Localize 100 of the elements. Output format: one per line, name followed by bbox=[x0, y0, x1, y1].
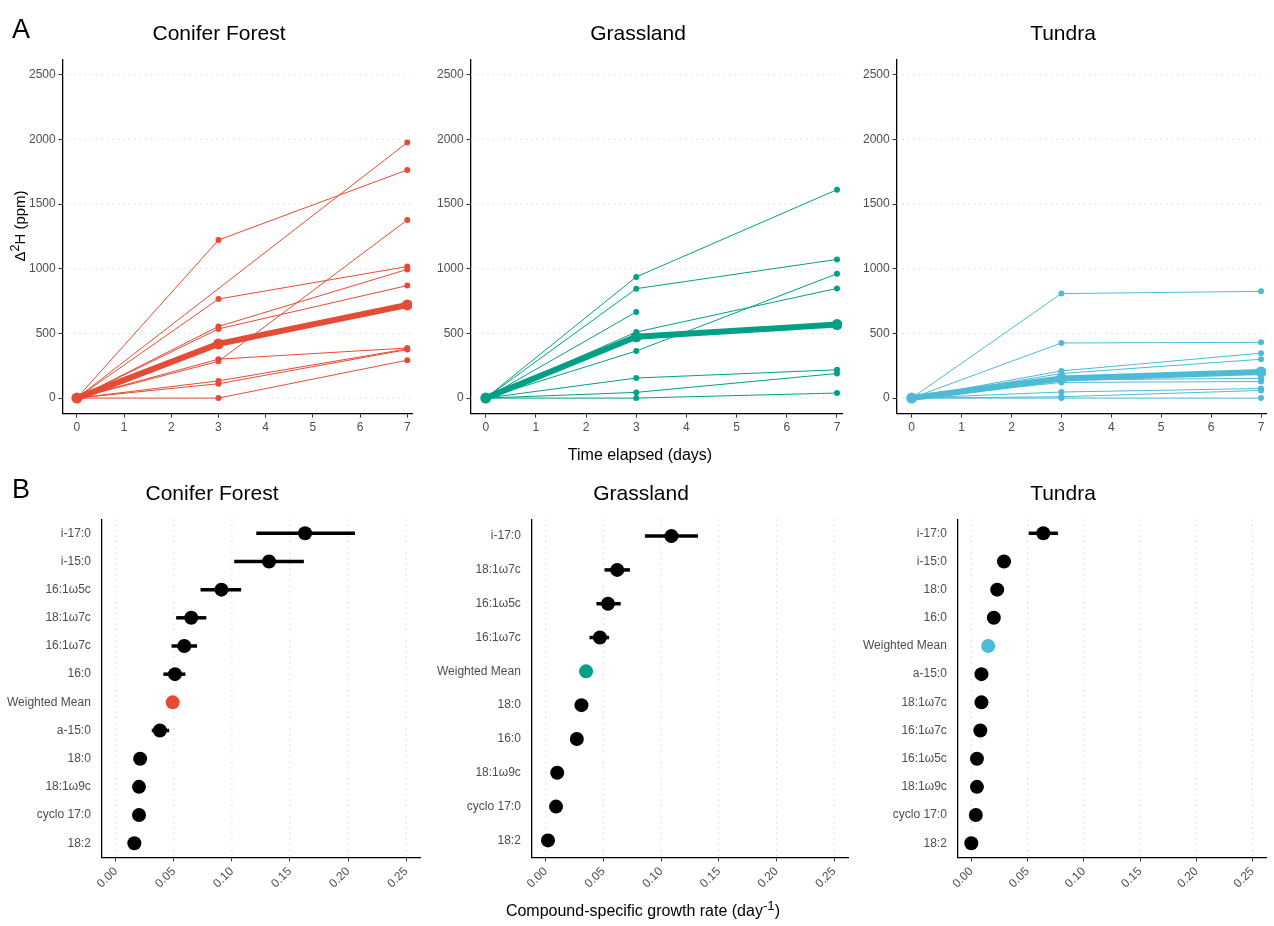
y-tick-label: 18:1ω7c bbox=[475, 562, 521, 577]
y-tick-label: i-17:0 bbox=[916, 525, 948, 540]
y-tick-label: 18:1ω9c bbox=[475, 765, 521, 780]
chart-title: Tundra bbox=[1030, 21, 1097, 45]
x-tick-label: 7 bbox=[1257, 420, 1265, 435]
chart-title: Conifer Forest bbox=[152, 21, 286, 45]
y-tick-label: 2500 bbox=[28, 67, 57, 82]
y-tick-label: 16:1ω7c bbox=[45, 638, 91, 653]
x-axis-title: Compound-specific growth rate (day$^{-1}$) bbox=[504, 897, 782, 920]
y-tick-label: 18:2 bbox=[497, 832, 522, 847]
y-tick-label: a-15:0 bbox=[56, 722, 92, 737]
y-tick-label: cyclo 17:0 bbox=[892, 807, 948, 822]
x-tick-label: 0.25 bbox=[1230, 863, 1258, 891]
x-tick-label: 4 bbox=[683, 420, 691, 435]
x-tick-label: 7 bbox=[403, 420, 411, 435]
y-tick-label: 500 bbox=[869, 325, 891, 340]
chart-title: Tundra bbox=[1030, 481, 1097, 505]
x-tick-label: 4 bbox=[1107, 420, 1115, 435]
y-tick-label: 16:1ω7c bbox=[901, 722, 947, 737]
chart-title: Conifer Forest bbox=[145, 481, 279, 505]
x-tick-label: 6 bbox=[783, 420, 791, 435]
y-tick-label: 1000 bbox=[28, 261, 57, 276]
x-tick-label: 2 bbox=[582, 420, 590, 435]
x-tick-label: 0.20 bbox=[1174, 863, 1201, 891]
x-tick-label: 5 bbox=[309, 420, 317, 435]
y-tick-label: 16:0 bbox=[67, 666, 92, 681]
x-tick-label: 3 bbox=[632, 420, 640, 435]
y-tick-label: 18:1ω7c bbox=[901, 694, 947, 709]
y-tick-label: 2000 bbox=[862, 131, 891, 146]
x-tick-label: 0.15 bbox=[1118, 863, 1145, 891]
x-tick-label: 6 bbox=[1207, 420, 1215, 435]
y-tick-label: 18:1ω7c bbox=[45, 610, 91, 625]
y-tick-label: Weighted Mean bbox=[436, 663, 521, 678]
y-tick-label: cyclo 17:0 bbox=[36, 807, 92, 822]
x-tick-label: 0.05 bbox=[151, 863, 179, 891]
x-tick-label: 0.10 bbox=[639, 863, 666, 891]
y-tick-label: i-17:0 bbox=[490, 528, 522, 543]
x-tick-label: 2 bbox=[1008, 420, 1016, 435]
y-tick-label: 16:0 bbox=[923, 610, 948, 625]
x-tick-label: 0.00 bbox=[523, 863, 551, 891]
y-tick-label: 16:1ω5c bbox=[901, 751, 947, 765]
x-tick-label: 0.05 bbox=[1005, 863, 1033, 891]
y-tick-label: 500 bbox=[443, 325, 465, 340]
y-tick-label: 2500 bbox=[862, 67, 891, 82]
y-tick-label: 18:1ω9c bbox=[901, 779, 947, 794]
x-tick-label: 0.15 bbox=[267, 863, 295, 891]
chart-title: Grassland bbox=[590, 21, 686, 45]
y-tick-label: 18:1ω9c bbox=[45, 779, 91, 794]
x-tick-label: 2 bbox=[167, 420, 175, 435]
y-tick-label: 18:0 bbox=[67, 751, 92, 765]
x-tick-label: 1 bbox=[532, 420, 540, 435]
y-tick-label: 1500 bbox=[436, 196, 465, 211]
x-tick-label: 1 bbox=[120, 420, 128, 435]
y-tick-label: a-15:0 bbox=[912, 666, 948, 681]
x-tick-label: 0.20 bbox=[326, 863, 353, 891]
x-tick-label: 7 bbox=[833, 420, 841, 435]
x-tick-label: 0.10 bbox=[209, 863, 237, 891]
x-tick-label: 0.25 bbox=[384, 863, 411, 891]
y-tick-label: 2000 bbox=[436, 131, 465, 146]
x-tick-label: 3 bbox=[1058, 420, 1066, 435]
y-tick-label: 16:1ω5c bbox=[475, 596, 521, 611]
x-tick-label: 0.25 bbox=[812, 863, 839, 891]
x-tick-label: 0.00 bbox=[93, 863, 121, 891]
x-tick-label: 0.00 bbox=[949, 863, 977, 891]
y-tick-label: 16:1ω7c bbox=[475, 629, 521, 644]
x-tick-label: 0.05 bbox=[581, 863, 609, 891]
y-tick-label: 0 bbox=[49, 390, 57, 405]
y-tick-label: 18:0 bbox=[923, 581, 948, 596]
y-tick-label: 18:2 bbox=[923, 835, 948, 850]
x-tick-label: 5 bbox=[733, 420, 741, 435]
x-tick-label: 6 bbox=[356, 420, 364, 435]
y-tick-label: 0 bbox=[457, 390, 465, 405]
x-tick-label: 0.20 bbox=[754, 863, 782, 891]
y-tick-label: Weighted Mean bbox=[862, 638, 947, 653]
y-tick-label: 18:0 bbox=[497, 697, 522, 712]
y-tick-label: 1000 bbox=[436, 261, 465, 276]
y-tick-label: 2000 bbox=[28, 131, 57, 146]
y-tick-label: 16:1ω5c bbox=[45, 581, 91, 596]
chart-title: Grassland bbox=[593, 481, 689, 505]
x-tick-label: 0.15 bbox=[696, 863, 724, 891]
y-tick-label: i-15:0 bbox=[60, 553, 92, 568]
y-tick-label: 0 bbox=[883, 390, 891, 405]
x-tick-label: 1 bbox=[958, 420, 966, 435]
y-tick-label: 500 bbox=[35, 325, 57, 340]
y-tick-label: i-15:0 bbox=[916, 553, 948, 568]
y-tick-label: 18:2 bbox=[67, 835, 92, 850]
y-tick-label: 1000 bbox=[862, 261, 891, 276]
x-tick-label: 5 bbox=[1157, 420, 1165, 435]
y-tick-label: 1500 bbox=[862, 196, 891, 211]
x-tick-label: 0.10 bbox=[1061, 863, 1089, 891]
y-tick-label: Weighted Mean bbox=[6, 694, 91, 709]
x-tick-label: 3 bbox=[215, 420, 223, 435]
y-tick-label: 2500 bbox=[436, 67, 465, 82]
y-tick-label: 16:0 bbox=[497, 731, 522, 746]
x-tick-label: 4 bbox=[262, 420, 270, 435]
y-tick-label: cyclo 17:0 bbox=[466, 798, 522, 813]
text: A bbox=[12, 14, 31, 45]
y-tick-label: i-17:0 bbox=[60, 525, 92, 540]
y-tick-label: 1500 bbox=[28, 196, 57, 211]
text: B bbox=[12, 474, 31, 505]
